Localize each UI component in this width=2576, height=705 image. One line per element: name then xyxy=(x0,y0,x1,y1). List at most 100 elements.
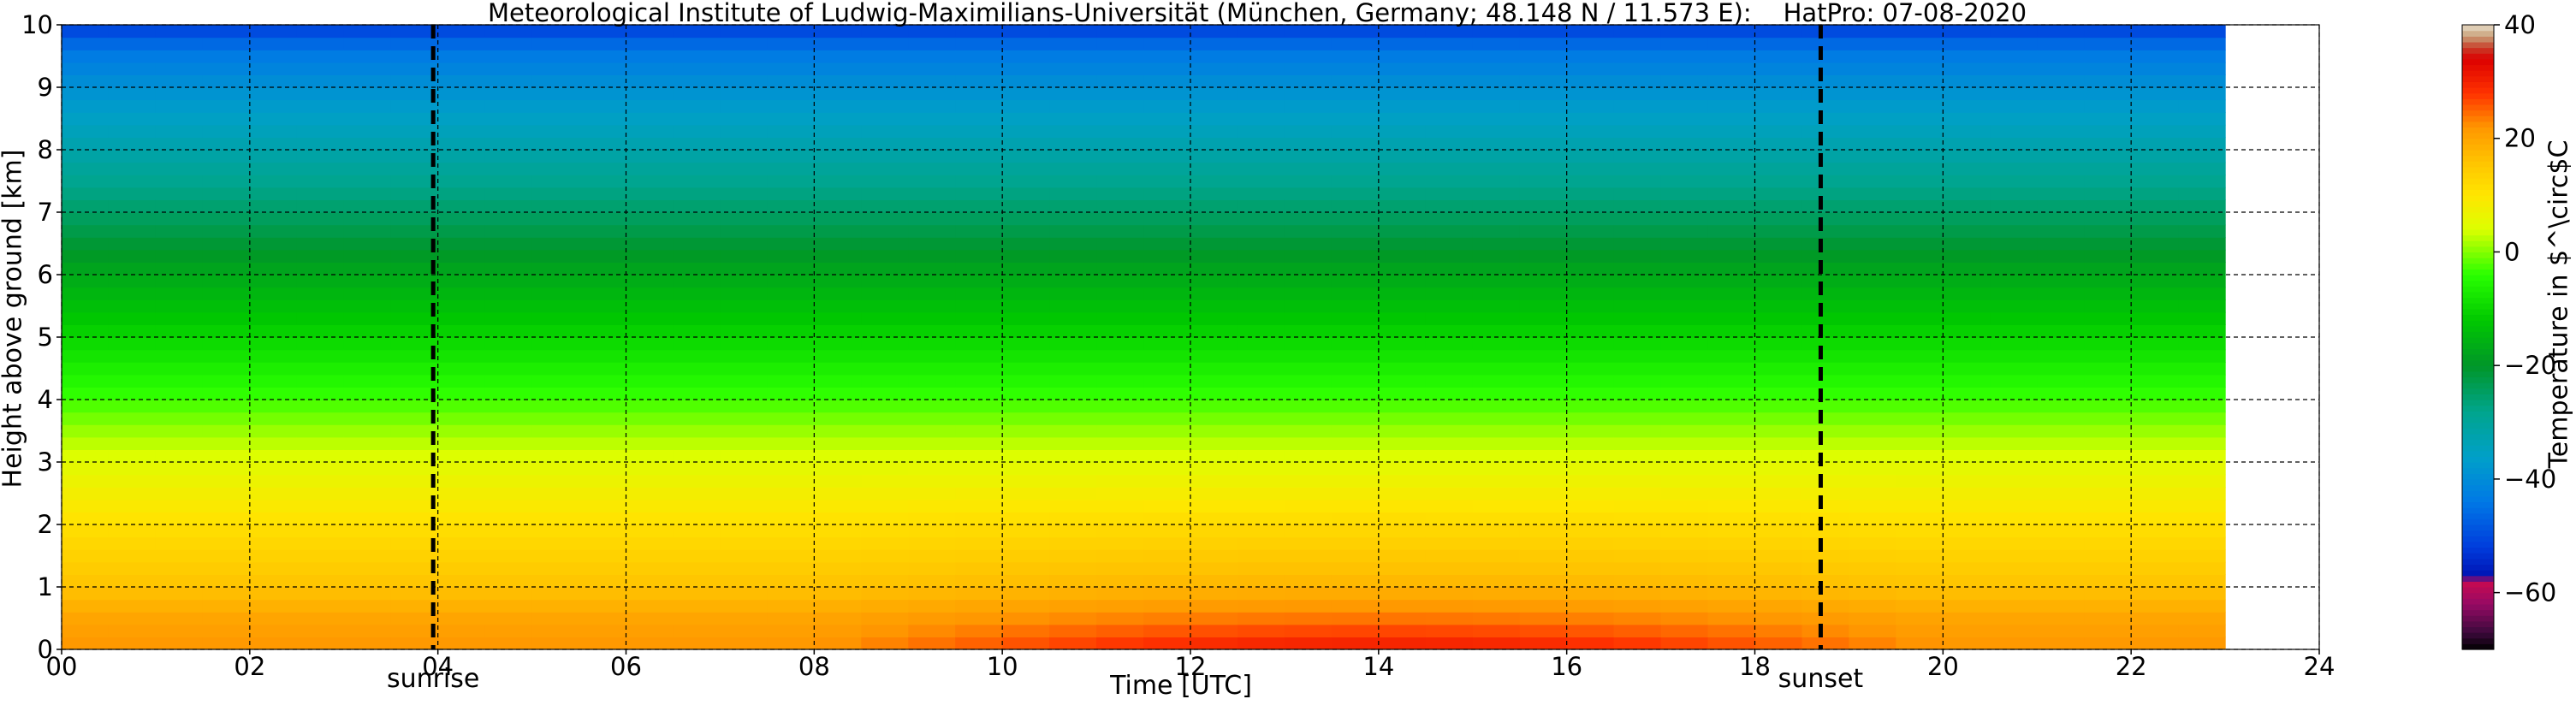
heatmap-cell xyxy=(2084,349,2132,363)
heatmap-cell xyxy=(437,324,486,338)
heatmap-cell xyxy=(108,50,157,63)
heatmap-cell xyxy=(1237,612,1285,625)
heatmap-cell xyxy=(1660,462,1709,476)
heatmap-cell xyxy=(1237,162,1285,175)
heatmap-cell xyxy=(108,237,157,251)
heatmap-cell xyxy=(1143,50,1191,63)
heatmap-cell xyxy=(249,249,298,263)
colorbar-segment xyxy=(2462,524,2494,531)
heatmap-cell xyxy=(1049,299,1097,313)
colorbar-segment xyxy=(2462,81,2494,88)
heatmap-cell xyxy=(108,362,157,376)
colorbar-segment xyxy=(2462,450,2494,457)
heatmap-cell xyxy=(484,474,533,488)
heatmap-cell xyxy=(861,374,909,388)
heatmap-cell xyxy=(1190,74,1238,88)
heatmap-cell xyxy=(1660,387,1709,400)
heatmap-cell xyxy=(1237,637,1285,649)
heatmap-cell xyxy=(626,462,674,476)
heatmap-cell xyxy=(673,187,721,200)
heatmap-cell xyxy=(202,112,251,126)
heatmap-cell xyxy=(296,499,345,512)
heatmap-cell xyxy=(1284,262,1333,275)
heatmap-cell xyxy=(1331,574,1380,588)
heatmap-cell xyxy=(1849,50,1896,63)
heatmap-cell xyxy=(673,549,721,563)
heatmap-cell xyxy=(155,275,204,288)
heatmap-cell xyxy=(1237,574,1285,588)
heatmap-cell xyxy=(437,337,486,351)
heatmap-cell xyxy=(202,474,251,488)
heatmap-cell xyxy=(1378,212,1427,226)
heatmap-cell xyxy=(2178,199,2226,213)
heatmap-cell xyxy=(2131,349,2179,363)
heatmap-cell xyxy=(296,212,345,226)
heatmap-cell xyxy=(673,311,721,325)
heatmap-cell xyxy=(1990,212,2038,226)
heatmap-cell xyxy=(1378,436,1427,450)
heatmap-cell xyxy=(1707,62,1756,75)
heatmap-cell xyxy=(437,362,486,376)
colorbar-segment xyxy=(2462,121,2494,128)
heatmap-cell xyxy=(390,536,439,550)
heatmap-cell xyxy=(1990,25,2038,39)
heatmap-cell xyxy=(2131,374,2179,388)
heatmap-cell xyxy=(1896,487,1944,501)
heatmap-cell xyxy=(1660,449,1709,463)
heatmap-cell xyxy=(1519,400,1568,413)
heatmap-cell xyxy=(1096,124,1144,138)
heatmap-cell xyxy=(1990,37,2038,50)
heatmap-cell xyxy=(249,436,298,450)
heatmap-cell xyxy=(108,112,157,126)
heatmap-cell xyxy=(1519,436,1568,450)
colorbar-segment xyxy=(2462,456,2494,463)
heatmap-cell xyxy=(1425,487,1474,501)
heatmap-cell xyxy=(908,150,956,163)
heatmap-cell xyxy=(155,124,204,138)
heatmap-cell xyxy=(2084,474,2132,488)
heatmap-cell xyxy=(1801,624,1850,637)
heatmap-cell xyxy=(202,412,251,425)
heatmap-cell xyxy=(108,224,157,238)
heatmap-cell xyxy=(1849,99,1896,113)
heatmap-cell xyxy=(1425,400,1474,413)
colorbar-segment xyxy=(2462,501,2494,508)
heatmap-cell xyxy=(1849,337,1896,351)
heatmap-cell xyxy=(814,449,862,463)
heatmap-cell xyxy=(1707,50,1756,63)
heatmap-cell xyxy=(626,561,674,575)
heatmap-cell xyxy=(531,574,580,588)
heatmap-cell xyxy=(1990,574,2038,588)
colorbar-segment xyxy=(2462,337,2494,344)
heatmap-cell xyxy=(1660,637,1709,649)
heatmap-cell xyxy=(1943,424,1991,438)
heatmap-cell xyxy=(1331,237,1380,251)
heatmap-cell xyxy=(1331,249,1380,263)
heatmap-cell xyxy=(202,25,251,39)
heatmap-cell xyxy=(1754,50,1803,63)
heatmap-cell xyxy=(908,624,956,637)
heatmap-cell xyxy=(767,50,815,63)
colorbar-segment xyxy=(2462,189,2494,196)
heatmap-cell xyxy=(626,62,674,75)
heatmap-cell xyxy=(2084,162,2132,175)
heatmap-cell xyxy=(155,337,204,351)
heatmap-cell xyxy=(626,175,674,188)
heatmap-cell xyxy=(1707,599,1756,613)
heatmap-cell xyxy=(1378,99,1427,113)
heatmap-cell xyxy=(2178,512,2226,525)
colorbar-segment xyxy=(2462,172,2494,179)
heatmap-cell xyxy=(1943,187,1991,200)
heatmap-cell xyxy=(1378,574,1427,588)
heatmap-cell xyxy=(108,25,157,39)
heatmap-cell xyxy=(1002,436,1050,450)
heatmap-cell xyxy=(767,436,815,450)
heatmap-cell xyxy=(1754,374,1803,388)
heatmap-cell xyxy=(1990,487,2038,501)
heatmap-cell xyxy=(579,412,627,425)
heatmap-cell xyxy=(1472,499,1521,512)
heatmap-cell xyxy=(767,237,815,251)
heatmap-cell xyxy=(1754,199,1803,213)
heatmap-cell xyxy=(202,137,251,151)
heatmap-cell xyxy=(1896,374,1944,388)
